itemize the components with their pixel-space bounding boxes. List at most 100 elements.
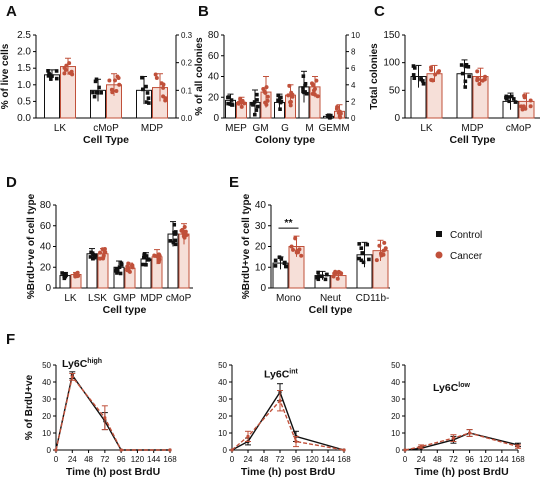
point-control [49, 77, 53, 81]
point-control [173, 242, 178, 247]
point-cancer [290, 92, 295, 97]
point-cancer [433, 72, 438, 77]
data-point-cancer [294, 439, 298, 444]
x-tick-label: 48 [260, 455, 269, 464]
y-tick-label: 80 [40, 200, 52, 211]
point-control [279, 257, 284, 261]
point-cancer [62, 71, 67, 76]
y2-tick-label: 2 [351, 97, 356, 106]
x-tick-label: G [281, 123, 289, 134]
point-control [507, 95, 512, 99]
point-control [421, 79, 425, 83]
point-cancer [265, 98, 270, 103]
point-cancer [331, 274, 336, 279]
point-cancer [338, 115, 343, 120]
point-control [60, 271, 64, 275]
y-tick-label: 20 [218, 412, 227, 421]
y2-tick-label: 10 [351, 31, 360, 40]
x-tick-label: 24 [417, 455, 426, 464]
data-point-cancer [467, 431, 472, 435]
point-control [171, 240, 176, 245]
bar-chart-D: 0 20 40 60 80%BrdU+ve of cell type LK LSK GMP MD… [26, 193, 193, 316]
point-cancer [475, 69, 480, 74]
point-cancer [310, 82, 315, 87]
x-tick-label: 72 [276, 455, 285, 464]
point-cancer [103, 250, 108, 255]
y-tick-label: 100 [383, 58, 400, 69]
x-tick-label: 144 [495, 455, 509, 464]
y-tick-label: 40 [391, 378, 400, 387]
point-cancer [264, 85, 269, 90]
point-cancer [153, 72, 158, 77]
data-point-cancer [70, 375, 74, 379]
point-control [278, 95, 282, 100]
point-control [54, 76, 59, 81]
data-point-cancer [342, 448, 346, 452]
panel-label-c: C [374, 3, 385, 20]
point-control [145, 91, 150, 95]
point-control [142, 255, 146, 260]
data-point-cancer [278, 399, 282, 403]
y-tick-label: 50 [391, 361, 400, 370]
point-control [357, 242, 362, 246]
point-control [119, 261, 124, 266]
y-tick-label: 40 [40, 242, 52, 253]
point-cancer [157, 257, 162, 262]
x-tick-label: 48 [433, 455, 442, 464]
x-tick-label: LK [64, 293, 77, 304]
point-control [513, 100, 518, 104]
y-tick-label: 0 [45, 283, 51, 294]
point-cancer [335, 105, 340, 110]
point-control [114, 267, 119, 271]
point-control [229, 98, 234, 102]
charts-layer: 0.0 0.5 1.0 1.5 2.0 2.5 0.0 0.1 0.2 0.3 % of live … [0, 30, 540, 478]
data-point-cancer [451, 436, 456, 440]
point-control [140, 75, 144, 80]
point-control [412, 66, 417, 70]
x-tick-label: 48 [84, 455, 93, 464]
point-cancer [130, 265, 135, 270]
point-control [411, 64, 416, 68]
y2-tick-label: 6 [351, 64, 356, 73]
point-cancer [117, 82, 122, 87]
y-tick-label: 30 [255, 221, 267, 232]
significance-marker: ** [284, 217, 293, 229]
point-control [255, 104, 260, 109]
point-cancer [110, 90, 115, 95]
x-tick-label: 96 [117, 455, 126, 464]
point-control [459, 63, 464, 67]
legend-control-marker [436, 231, 442, 237]
point-cancer [314, 78, 319, 83]
point-control [227, 95, 231, 99]
point-control [304, 91, 309, 96]
data-point-cancer [419, 445, 423, 449]
point-cancer [288, 100, 293, 105]
point-cancer [154, 75, 159, 80]
point-cancer [521, 104, 526, 109]
point-cancer [156, 260, 161, 265]
point-control [252, 112, 257, 117]
point-control [301, 86, 305, 90]
point-control [411, 73, 416, 77]
point-control [303, 83, 307, 88]
x-tick-label: LSK [88, 293, 107, 304]
point-control [466, 64, 471, 69]
y-axis-title: %BrdU+ve of cell type [241, 193, 252, 299]
point-control [146, 96, 151, 100]
point-control [283, 260, 287, 265]
point-control [463, 85, 468, 89]
point-control [464, 63, 469, 67]
x-tick-label: 144 [321, 455, 335, 464]
point-cancer [437, 69, 442, 74]
point-control [230, 102, 234, 106]
point-control [278, 107, 282, 111]
y-tick-label: 0 [260, 283, 266, 294]
point-control [94, 77, 99, 82]
x-tick-label: 24 [68, 455, 77, 464]
x-tick-label: M [305, 123, 313, 134]
point-control [367, 257, 371, 262]
point-control [277, 255, 282, 260]
